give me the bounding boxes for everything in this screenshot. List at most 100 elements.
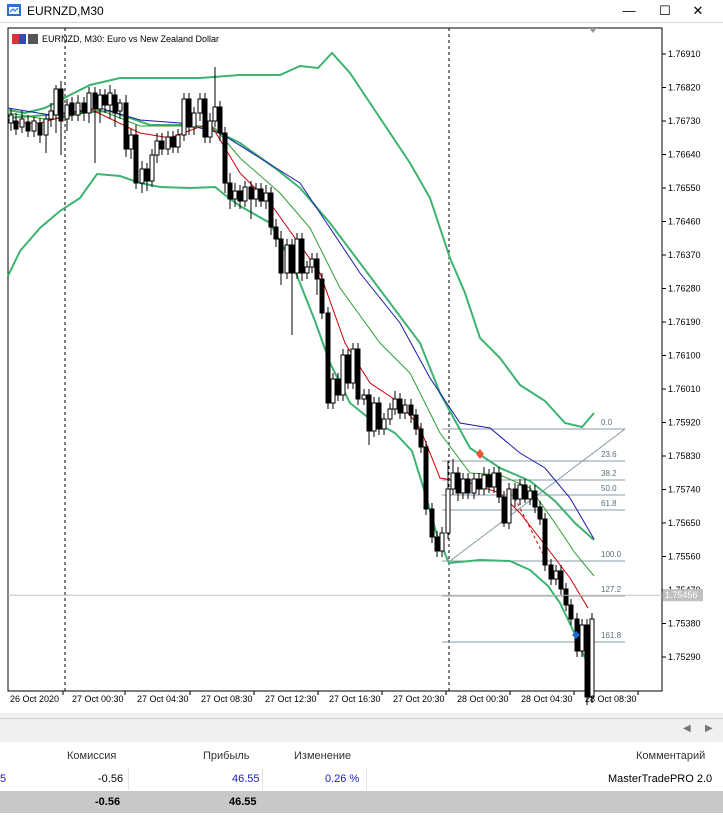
restore-button[interactable]: ☐	[659, 3, 671, 18]
candle-body	[381, 418, 387, 430]
candle-body	[149, 154, 155, 182]
candle-body	[81, 102, 87, 114]
candle-body	[212, 106, 218, 122]
minimize-button[interactable]: —	[622, 3, 636, 18]
candle-body	[366, 394, 372, 432]
candle-body	[64, 104, 70, 120]
price-label: 1.76640	[668, 150, 701, 160]
header-change[interactable]: Изменение	[294, 750, 352, 762]
candle-body	[387, 408, 393, 420]
terminal-header-row: Комиссия Прибыль Изменение Комментарий	[0, 742, 723, 769]
table-row[interactable]: 5 -0.56 46.55 0.26 % MasterTradePRO 2.0	[0, 768, 723, 790]
chart-window-icon	[7, 4, 21, 16]
candle-body	[242, 186, 248, 202]
symbol-flag-icon	[12, 34, 19, 44]
row-comment: MasterTradePRO 2.0	[608, 773, 713, 785]
price-label: 1.75560	[668, 552, 701, 562]
candle-body	[170, 136, 176, 148]
price-label: 1.75290	[668, 652, 701, 662]
candle-body	[197, 98, 203, 114]
price-label: 1.75380	[668, 619, 701, 629]
candle-body	[589, 618, 595, 698]
fibo-level-label: 61.8	[601, 499, 617, 508]
moving-average-fast	[8, 108, 589, 609]
header-comment[interactable]: Комментарий	[636, 750, 706, 762]
total-profit: 46.55	[229, 796, 257, 808]
candle-body	[522, 484, 528, 500]
candle-body	[175, 134, 181, 148]
fibo-level-label: 50.0	[601, 484, 617, 493]
candle-body	[144, 168, 150, 182]
candle-body	[512, 488, 518, 500]
bollinger-lower-band	[7, 172, 595, 676]
candle-body	[350, 348, 356, 384]
candle-body	[273, 226, 279, 240]
time-label: 28 Oct 00:30	[457, 694, 509, 704]
time-label: 27 Oct 08:30	[201, 694, 253, 704]
candle-body	[429, 508, 435, 538]
candle-body	[97, 94, 103, 110]
candle-body	[19, 118, 25, 128]
candle-body	[102, 94, 108, 106]
candle-body	[517, 484, 523, 500]
candle-body	[537, 506, 543, 520]
price-label: 1.75920	[668, 418, 701, 428]
time-label: 28 Oct 08:30	[585, 694, 637, 704]
total-commission: -0.56	[95, 796, 121, 808]
scroll-left-arrow-icon[interactable]: ◀	[683, 723, 691, 734]
candle-body	[527, 490, 533, 500]
price-label: 1.75650	[668, 518, 701, 528]
candle-body	[8, 114, 14, 124]
candle-body	[471, 478, 477, 494]
candle-body	[445, 488, 451, 534]
fibo-level-label: 100.0	[601, 550, 622, 559]
fibo-level-label: 161.8	[601, 631, 622, 640]
candle-body	[202, 98, 208, 138]
scroll-right-arrow-icon[interactable]: ▶	[705, 723, 713, 734]
candle-body	[542, 518, 548, 566]
candle-body	[268, 192, 274, 228]
candle-body	[92, 92, 98, 110]
column-divider	[128, 768, 129, 790]
price-chart[interactable]: 0.0 23.6 38.2 50.0 61.8 100.0 127.2 161.8 1.769…	[0, 23, 723, 713]
candle-body	[284, 244, 290, 274]
current-price-label: 1.75456	[665, 590, 698, 600]
header-commission[interactable]: Комиссия	[67, 750, 117, 762]
time-label: 26 Oct 2020	[10, 694, 59, 704]
candle-body	[232, 190, 238, 200]
header-profit[interactable]: Прибыль	[203, 750, 250, 762]
row-commission: -0.56	[98, 773, 124, 785]
candle-body	[207, 120, 213, 138]
candle-body	[397, 398, 403, 414]
price-label: 1.76820	[668, 83, 701, 93]
candle-body	[361, 394, 367, 400]
candle-body	[413, 414, 419, 430]
candle-body	[476, 478, 482, 490]
close-button[interactable]: ✕	[692, 3, 704, 18]
candle-body	[340, 354, 346, 396]
candle-body	[299, 238, 305, 274]
candle-body	[345, 354, 351, 384]
price-label: 1.76190	[668, 317, 701, 327]
price-label: 1.76010	[668, 384, 701, 394]
candle-body	[154, 140, 160, 156]
candle-body	[37, 122, 43, 136]
candle-body	[434, 536, 440, 552]
chart-area[interactable]: 0.0 23.6 38.2 50.0 61.8 100.0 127.2 161.8 1.769…	[0, 23, 723, 713]
candle-body	[128, 134, 134, 150]
chart-horizontal-scrollbar[interactable]: ◀ ▶	[0, 718, 723, 741]
candle-body	[314, 258, 320, 280]
time-label: 27 Oct 20:30	[393, 694, 445, 704]
candle-body	[133, 134, 139, 184]
candle-body	[376, 402, 382, 430]
candle-body	[289, 244, 295, 274]
fibo-level-label: 38.2	[601, 469, 617, 478]
candle-body	[258, 188, 264, 202]
candle-body	[58, 88, 64, 122]
totals-row: -0.56 46.55	[0, 791, 723, 813]
current-price-marker	[663, 589, 703, 602]
candle-body	[48, 110, 54, 120]
trade-marker-icon	[572, 631, 580, 639]
candle-body	[217, 106, 223, 134]
candle-body	[25, 121, 31, 132]
